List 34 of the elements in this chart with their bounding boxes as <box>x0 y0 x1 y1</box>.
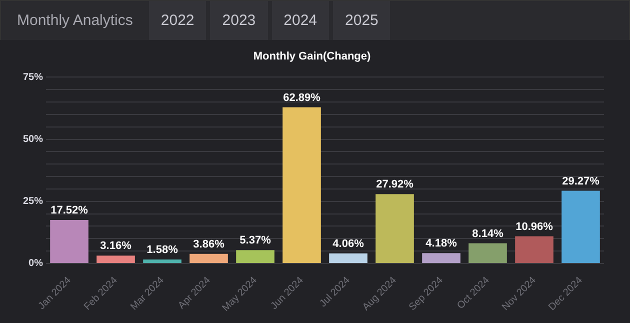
data-label: 17.52% <box>50 204 88 216</box>
data-label: 10.96% <box>516 220 554 233</box>
text: 2025 <box>333 1 390 40</box>
bar <box>190 254 228 263</box>
data-label: 4.06% <box>332 238 364 250</box>
data-label: 3.86% <box>193 238 225 250</box>
bar <box>143 260 182 263</box>
bar <box>468 243 507 263</box>
y-tick-label: 0% <box>28 258 44 270</box>
data-label: 27.92% <box>376 178 414 191</box>
y-tick-label: 50% <box>23 134 44 146</box>
y-tick-label: 25% <box>23 196 44 208</box>
text: 2022 <box>148 1 206 40</box>
bar <box>329 253 368 263</box>
chart-title: Monthly Gain(Change) <box>253 50 371 63</box>
bar <box>376 194 414 263</box>
data-label: 3.16% <box>100 240 132 252</box>
text: 2024 <box>272 1 330 40</box>
data-label: 5.37% <box>240 234 272 247</box>
bar <box>282 107 321 263</box>
bar <box>96 256 135 263</box>
bar <box>236 250 274 263</box>
y-tick-label: 75% <box>23 72 44 83</box>
data-label: 8.14% <box>472 228 504 240</box>
bar <box>50 220 88 263</box>
bar <box>562 190 600 263</box>
data-label: 1.58% <box>146 244 178 256</box>
data-label: 29.27% <box>562 175 600 188</box>
text: 2023 <box>210 1 268 40</box>
bar <box>422 253 460 263</box>
text: Monthly Analytics <box>16 11 134 31</box>
bar <box>515 236 554 263</box>
data-label: 4.18% <box>426 238 458 250</box>
data-label: 62.89% <box>283 92 321 104</box>
